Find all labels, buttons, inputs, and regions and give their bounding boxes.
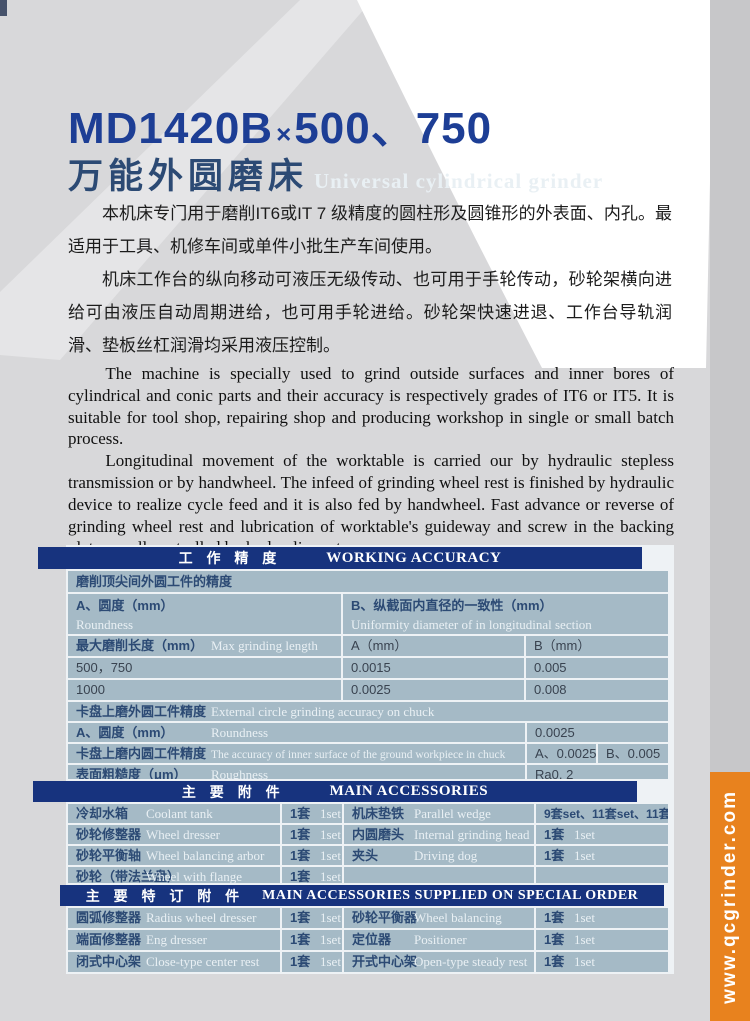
col-a-header-cell: A、圆度（mm） Roundness: [68, 594, 341, 634]
table-row: 500，750 0.0015 0.005: [68, 658, 672, 678]
table-row: 卡盘上磨内圆工件精度 The accuracy of inner surface …: [68, 744, 672, 763]
working-accuracy-title-en: WORKING ACCURACY: [326, 549, 502, 566]
a-value: 0.0015: [351, 660, 391, 675]
table-row: 1000 0.0025 0.008: [68, 680, 672, 700]
main-accessories-title-en: MAIN ACCESSORIES: [329, 783, 489, 799]
machine-name-en: Universal cylindrical grinder: [314, 169, 604, 193]
main-accessories-title-cn: 主 要 附 件: [181, 783, 285, 800]
intro-en-paragraph-1: The machine is specially used to grind o…: [68, 364, 674, 449]
a-col-header: A（mm）: [351, 638, 408, 653]
table-row: 最大磨削长度（mm） Max grinding length A（mm） B（mm…: [68, 636, 672, 656]
special-accessories-table: 主 要 特 订 附 件 MAIN ACCESSORIES SUPPLIED ON…: [60, 883, 674, 974]
multiply-symbol: ×: [276, 119, 292, 149]
length-value: 500，750: [76, 660, 133, 675]
accessory-row: 冷却水箱 Coolant tank 1套 1set 机床垫铁 Parallel wed…: [68, 804, 672, 823]
main-accessories-header: 主 要 附 件 MAIN ACCESSORIES: [33, 781, 637, 802]
accessory-row: 端面修整器 Eng dresser 1套 1set 定位器 Positioner 1套…: [68, 930, 672, 950]
length-value: 1000: [76, 682, 105, 697]
empty-cell: [344, 867, 534, 886]
website-url: www.qcgrinder.com: [719, 789, 740, 1004]
chuck-roundness-cell: A、圆度（mm） Roundness: [68, 723, 525, 742]
table-row: 卡盘上磨外圆工件精度 External circle grinding accur…: [68, 702, 672, 721]
model-number: MD1420B: [68, 104, 274, 153]
model-title: MD1420B ×500、750: [68, 92, 492, 156]
chuck-internal-b-value: B、0.005: [606, 746, 661, 761]
special-accessories-header: 主 要 特 订 附 件 MAIN ACCESSORIES SUPPLIED ON…: [60, 885, 664, 906]
intro-cn-paragraph-1: 本机床专门用于磨削IT6或IT 7 级精度的圆柱形及圆锥形的外表面、内孔。最适用…: [68, 204, 672, 256]
b-col-header: B（mm）: [534, 638, 591, 653]
intro-en-paragraph-2: Longitudinal movement of the worktable i…: [68, 451, 674, 557]
machine-name: 万能外圆磨床 Universal cylindrical grinder: [68, 148, 603, 199]
model-sizes: 500、750: [294, 104, 493, 153]
roughness-value: Ra0. 2: [535, 767, 574, 782]
accessory-row: 砂轮平衡轴 Wheel balancing arbor 1套 1set 夹头 Driv…: [68, 846, 672, 865]
precision-between-centers-label: 磨削顶尖间外圆工件的精度: [76, 574, 233, 589]
chuck-roundness-value: 0.0025: [535, 725, 575, 740]
max-grinding-length-cell: 最大磨削长度（mm） Max grinding length: [68, 636, 341, 656]
main-accessories-table: 主 要 附 件 MAIN ACCESSORIES 冷却水箱 Coolant tan…: [33, 779, 674, 888]
working-accuracy-table: 工 作 精 度 WORKING ACCURACY 磨削顶尖间外圆工件的精度 A、…: [38, 545, 674, 786]
accessory-row: 砂轮修整器 Wheel dresser 1套 1set 内圆磨头 Internal g…: [68, 825, 672, 844]
chuck-internal-a-value: A、0.0025: [535, 746, 596, 761]
col-b-header-cell: B、纵截面内直径的一致性（mm） Uniformity diameter of …: [343, 594, 668, 634]
machine-name-cn: 万能外圆磨床: [68, 157, 309, 196]
intro-english: The machine is specially used to grind o…: [68, 363, 674, 559]
intro-cn-paragraph-2: 机床工作台的纵向移动可液压无级传动、也可用于手轮传动，砂轮架横向进给可由液压自动…: [68, 270, 672, 355]
special-accessories-title-cn: 主 要 特 订 附 件: [85, 887, 245, 904]
table-row: 磨削顶尖间外圆工件的精度: [68, 571, 672, 592]
intro-chinese: 本机床专门用于磨削IT6或IT 7 级精度的圆柱形及圆锥形的外表面、内孔。最适用…: [68, 197, 672, 362]
empty-cell: [536, 867, 668, 886]
chuck-external-section: 卡盘上磨外圆工件精度 External circle grinding accur…: [68, 702, 668, 721]
table-row: A、圆度（mm） Roundness B、纵截面内直径的一致性（mm） Unif…: [68, 594, 672, 634]
b-value: 0.008: [534, 682, 567, 697]
website-sidebar: www.qcgrinder.com: [710, 772, 750, 1021]
working-accuracy-header: 工 作 精 度 WORKING ACCURACY: [38, 547, 642, 569]
accessory-row: 圆弧修整器 Radius wheel dresser 1套 1set 砂轮平衡器Wh…: [68, 908, 672, 928]
page-corner-mark: [0, 0, 7, 16]
chuck-internal-cell: 卡盘上磨内圆工件精度 The accuracy of inner surface …: [68, 744, 525, 763]
b-value: 0.005: [534, 660, 567, 675]
working-accuracy-title-cn: 工 作 精 度: [178, 550, 282, 566]
a-value: 0.0025: [351, 682, 391, 697]
table-row: A、圆度（mm） Roundness 0.0025: [68, 723, 672, 742]
accessory-row: 闭式中心架 Close-type center rest 1套 1set 开式中心架…: [68, 952, 672, 972]
accessory-row: 砂轮（带法兰盘）Wheel with flange 1套 1set: [68, 867, 672, 886]
special-accessories-title-en: MAIN ACCESSORIES SUPPLIED ON SPECIAL ORD…: [262, 887, 639, 903]
